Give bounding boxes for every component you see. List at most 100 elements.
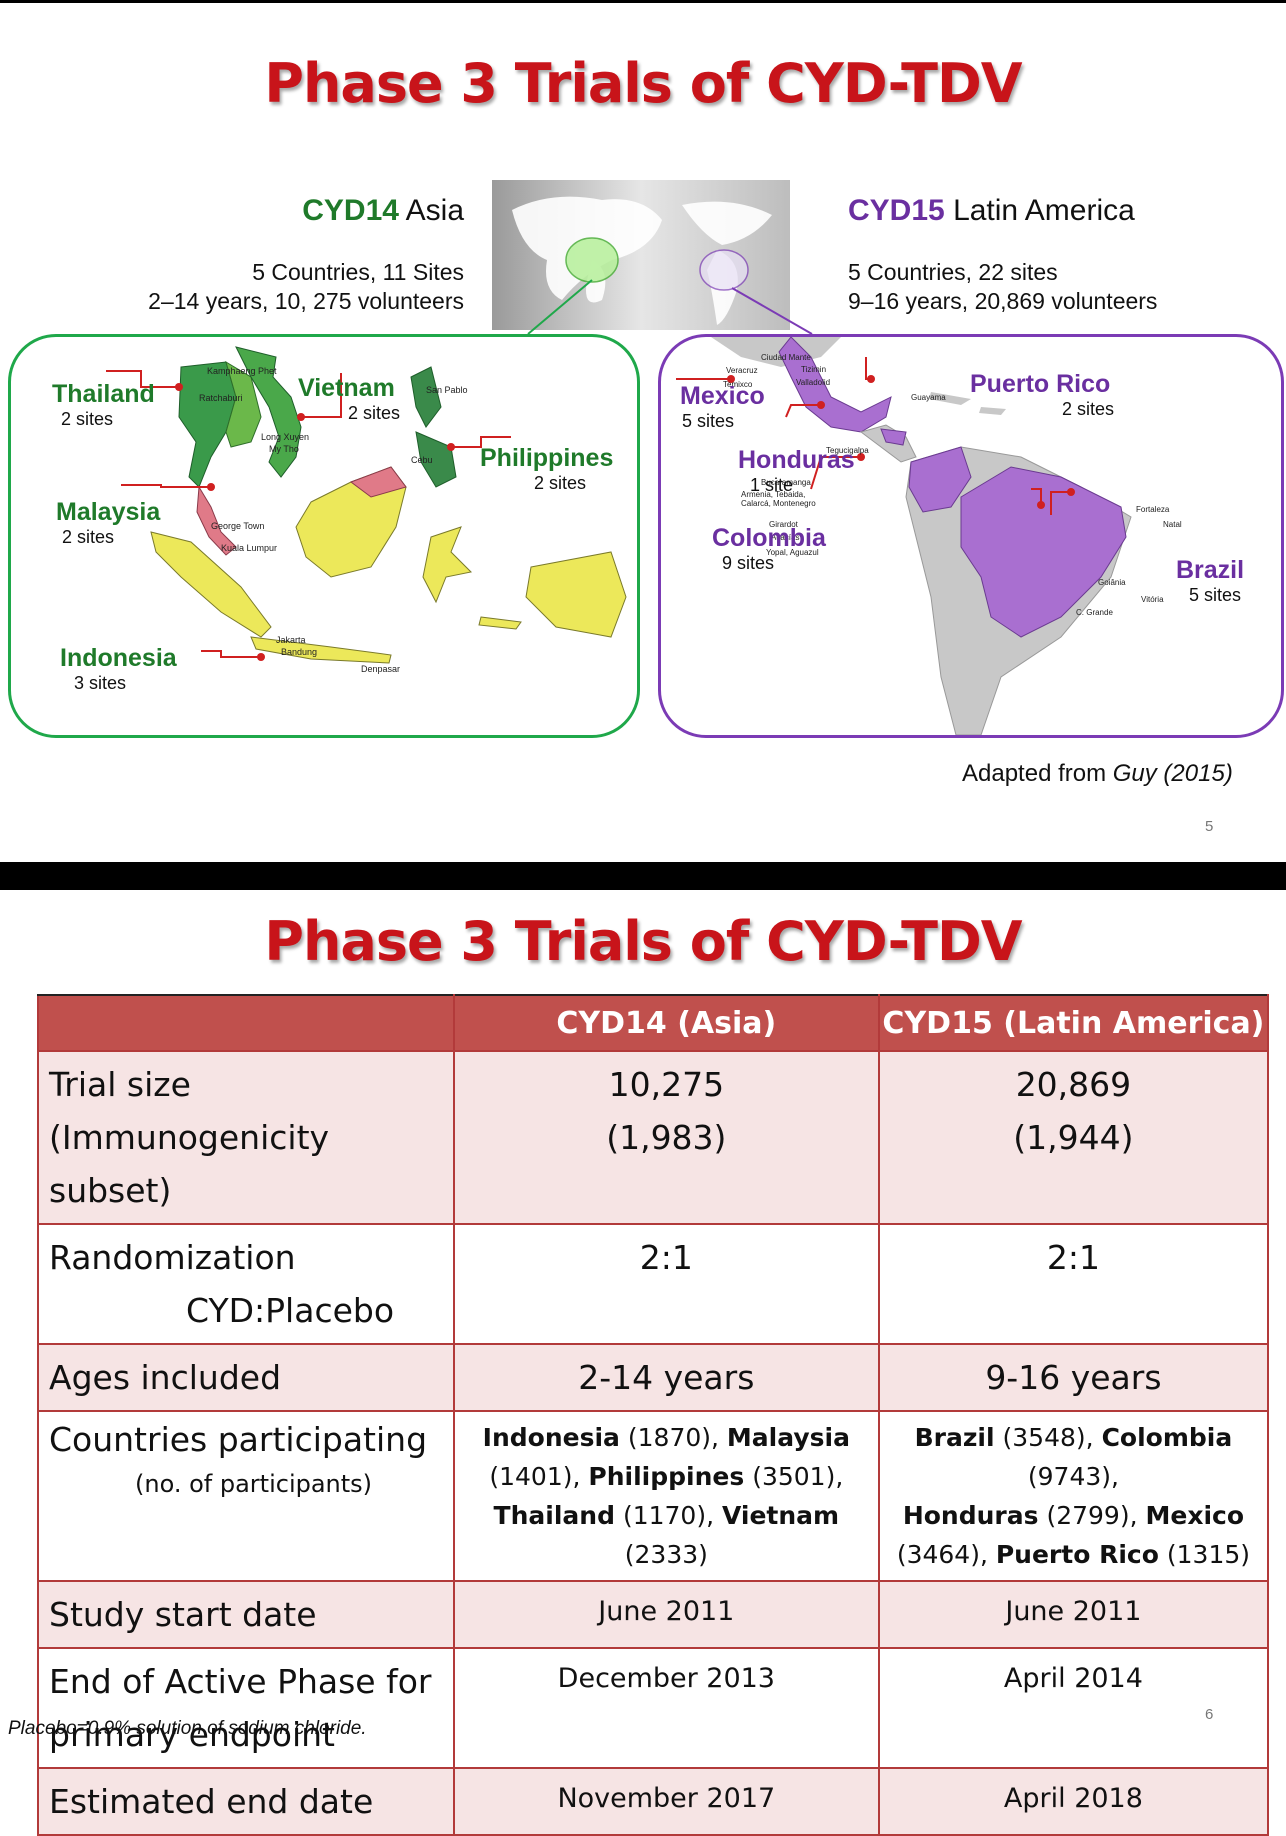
city-label: C. Grande <box>1076 608 1113 617</box>
citation-prefix: Adapted from <box>962 760 1113 787</box>
latam-trial-summary: 5 Countries, 22 sites 9–16 years, 20,869… <box>848 258 1268 316</box>
country-label-indonesia: Indonesia 3 sites <box>60 644 177 694</box>
cell-latam: 2:1 <box>877 1223 1270 1345</box>
latin-america-map: Ciudad Mante Veracruz Tizimin Temixco Va… <box>676 337 1182 735</box>
city-label: Yopal, Aguazul <box>766 548 819 557</box>
cell-latam: Brazil (3548), Colombia (9743), Honduras… <box>877 1410 1270 1582</box>
city-label: Goiânia <box>1098 578 1126 587</box>
header-blank <box>37 994 455 1052</box>
latam-trial-region: Latin America <box>953 194 1135 227</box>
cell-value: (1,944) <box>1013 1118 1134 1157</box>
country-label-vietnam: Vietnam 2 sites <box>298 374 400 424</box>
table-row-trial-size: Trial size (Immunogenicity subset) 10,27… <box>37 1050 1270 1225</box>
latam-trial-code: CYD15 <box>848 194 945 227</box>
city-label: Calarcá, Montenegro <box>741 499 816 508</box>
country-name: Puerto Rico <box>970 370 1111 398</box>
city-label: Bandung <box>281 647 317 657</box>
participant-count: (3464) <box>896 1540 980 1569</box>
country-sites: 2 sites <box>534 473 587 493</box>
country-sites: 9 sites <box>722 553 775 573</box>
cell-asia: June 2011 <box>452 1580 880 1649</box>
table-row-estimated-end: Estimated end date November 2017 April 2… <box>37 1767 1270 1836</box>
country-sites: 5 sites <box>682 411 735 431</box>
city-label: Denpasar <box>361 664 400 674</box>
cell-asia: Indonesia (1870), Malaysia (1401), Phili… <box>452 1410 880 1582</box>
country-name: Colombia <box>712 524 826 552</box>
row-label-line: Countries participating <box>49 1420 428 1459</box>
cell-asia: December 2013 <box>452 1647 880 1769</box>
row-label-line: Randomization <box>49 1238 296 1277</box>
country-name: Philippines <box>588 1462 745 1491</box>
country-name: Thailand <box>52 380 155 408</box>
country-label-malaysia: Malaysia 2 sites <box>56 498 160 548</box>
country-name: Brazil <box>1176 556 1245 584</box>
country-name: Colombia <box>1101 1423 1233 1452</box>
trials-comparison-table: CYD14 (Asia) CYD15 (Latin America) Trial… <box>37 994 1270 1836</box>
participant-count: (1870) <box>627 1423 712 1452</box>
slide-divider <box>0 862 1286 890</box>
asia-map-panel <box>8 334 640 738</box>
city-label: San Pablo <box>426 385 468 395</box>
page-number: 6 <box>1205 1706 1214 1723</box>
cell-latam: June 2011 <box>877 1580 1270 1649</box>
city-label: Fortaleza <box>1136 505 1170 514</box>
country-name: Mexico <box>1145 1501 1245 1530</box>
city-label: Kuala Lumpur <box>221 543 277 553</box>
city-label: Girardot <box>769 520 799 529</box>
participant-count: (1170) <box>622 1501 707 1530</box>
country-name: Malaysia <box>56 498 161 526</box>
country-label-honduras: Honduras 1 site <box>738 446 855 496</box>
country-label-philippines: Philippines 2 sites <box>480 444 613 494</box>
city-label: Acacías <box>771 533 799 542</box>
cell-asia: 2-14 years <box>452 1343 880 1412</box>
asia-trial-summary: 5 Countries, 11 Sites 2–14 years, 10, 27… <box>60 258 464 316</box>
participant-count: (1401) <box>489 1462 573 1491</box>
asia-highlight <box>565 237 619 283</box>
participant-count: (9743) <box>1027 1462 1112 1491</box>
asia-trial-code: CYD14 <box>302 194 399 227</box>
city-label: Tizimin <box>801 365 826 374</box>
asia-summary-line2: 2–14 years, 10, 275 volunteers <box>148 288 464 314</box>
row-label: Countries participating (no. of particip… <box>37 1410 455 1582</box>
cell-value: (1,983) <box>606 1118 727 1157</box>
slide1-title: Phase 3 Trials of CYD-TDV <box>264 52 1022 115</box>
row-label: Trial size (Immunogenicity subset) <box>37 1050 455 1225</box>
participant-count: (3501) <box>752 1462 836 1491</box>
country-name: Honduras <box>738 446 855 474</box>
country-sites: 5 sites <box>1189 585 1242 605</box>
footnote: Placebo=0.9% solution of sodium chloride… <box>8 1718 367 1739</box>
cell-value: 20,869 <box>1015 1065 1132 1104</box>
city-label: Jakarta <box>276 635 306 645</box>
country-name: Thailand <box>493 1501 615 1530</box>
city-label: Natal <box>1163 520 1182 529</box>
cell-value: 10,275 <box>608 1065 725 1104</box>
table-row-countries: Countries participating (no. of particip… <box>37 1410 1270 1582</box>
country-sites: 3 sites <box>74 673 127 693</box>
country-sites: 1 site <box>750 475 794 495</box>
country-name: Puerto Rico <box>995 1540 1159 1569</box>
page-number: 5 <box>1205 818 1214 835</box>
country-name: Brazil <box>914 1423 995 1452</box>
country-sites: 2 sites <box>348 403 401 423</box>
latam-highlight <box>699 249 749 291</box>
country-sites: 2 sites <box>62 527 115 547</box>
table-row-randomization: Randomization CYD:Placebo 2:1 2:1 <box>37 1223 1270 1345</box>
asia-trial-region: Asia <box>405 194 464 227</box>
table-row-start-date: Study start date June 2011 June 2011 <box>37 1580 1270 1649</box>
participant-count: (1315) <box>1166 1540 1251 1569</box>
latam-summary-line2: 9–16 years, 20,869 volunteers <box>848 288 1158 314</box>
cell-asia: 10,275 (1,983) <box>452 1050 880 1225</box>
row-label: Estimated end date <box>37 1767 455 1836</box>
city-label: George Town <box>211 521 264 531</box>
row-label-line: End of Active Phase for <box>49 1662 432 1701</box>
header-cyd14: CYD14 (Asia) <box>452 994 880 1052</box>
country-label-puerto-rico: Puerto Rico 2 sites <box>970 370 1114 420</box>
table-row-active-phase-end: End of Active Phase for primary endpoint… <box>37 1647 1270 1769</box>
country-name: Indonesia <box>60 644 177 672</box>
participant-count: (3548) <box>1002 1423 1086 1452</box>
table-row-ages: Ages included 2-14 years 9-16 years <box>37 1343 1270 1412</box>
row-label: Randomization CYD:Placebo <box>37 1223 455 1345</box>
country-name: Philippines <box>480 444 614 472</box>
row-label-line: (no. of participants) <box>135 1470 373 1498</box>
row-label: End of Active Phase for primary endpoint <box>37 1647 455 1769</box>
